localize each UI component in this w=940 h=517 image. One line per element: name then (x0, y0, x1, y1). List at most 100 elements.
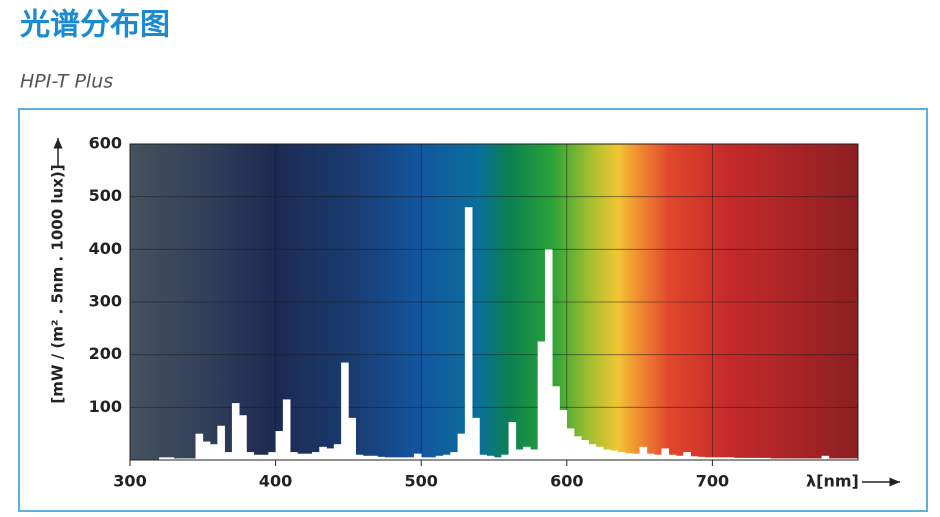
spectrum-bar (290, 452, 298, 460)
spectrum-bar (734, 457, 742, 460)
spectrum-bar (639, 446, 648, 460)
spectrum-bar (625, 453, 633, 460)
spectrum-bar (668, 454, 677, 460)
spectrum-bar (486, 455, 495, 460)
spectrum-bar (821, 455, 830, 460)
spectrum-bar (559, 409, 568, 460)
spectrum-bar (756, 457, 764, 460)
spectrum-bar (850, 458, 859, 460)
spectrum-bar (646, 453, 655, 460)
spectrum-bar (807, 458, 815, 460)
spectrum-bar (392, 457, 400, 460)
spectrum-bar (595, 446, 604, 460)
spectrum-bar (697, 456, 706, 460)
subtitle: HPI-T Plus (20, 71, 113, 93)
spectrum-bar (326, 448, 335, 460)
spectrum-bar (457, 433, 466, 460)
spectrum-bar (799, 458, 808, 460)
spectrum-bar (195, 433, 204, 460)
spectrum-bar (530, 449, 538, 460)
spectrum-bar (683, 452, 691, 460)
spectrum-bar (377, 456, 386, 460)
spectrum-bar (777, 458, 786, 460)
spectrum-bar (210, 444, 218, 460)
spectrum-bar (355, 454, 364, 460)
spectrum-bar (472, 417, 480, 460)
spectrum-bar (712, 457, 720, 460)
x-tick-label: 700 (696, 472, 729, 491)
spectrum-bar (202, 441, 211, 460)
spectrum-bar (603, 449, 611, 460)
y-tick-label: 400 (89, 239, 122, 258)
spectrum-bar (362, 455, 371, 460)
spectrum-bar (661, 448, 670, 460)
spectrum-bar (166, 457, 174, 460)
spectrum-bar (792, 458, 801, 460)
spectrum-bar (450, 452, 458, 460)
spectrum-bar (814, 458, 822, 460)
spectrum-bar (231, 403, 240, 460)
spectrum-bar (217, 425, 225, 460)
spectrum-bar (748, 457, 757, 460)
spectrum-bar (690, 456, 699, 460)
spectrum-bar (443, 454, 451, 460)
spectrum-bar (836, 458, 844, 460)
spectrum-bar (741, 457, 750, 460)
spectrum-bar (581, 439, 589, 460)
x-tick-label: 600 (550, 472, 583, 491)
spectrum-bar (159, 457, 167, 460)
spectrum-bar (479, 454, 488, 460)
spectrum-bar (523, 446, 531, 460)
spectrum-bar (341, 362, 349, 460)
spectrum-bar (676, 455, 684, 460)
spectrum-bar (464, 207, 473, 460)
spectrum-bar (770, 458, 779, 460)
y-tick-label: 500 (89, 186, 122, 205)
y-axis-label: [mW / (m² . 5nm . 1000 lux)] (49, 164, 67, 403)
spectrum-bar (224, 452, 233, 460)
spectrum-bar (333, 444, 342, 460)
spectrum-bar (261, 454, 269, 460)
spectrum-bar (544, 249, 553, 460)
spectrum-bar (574, 436, 582, 460)
spectrum-bar (319, 446, 327, 460)
spectrum-bar (304, 453, 313, 460)
spectrum-bar (384, 457, 393, 460)
spectrum-bar (428, 457, 437, 460)
title: 光谱分布图 (20, 8, 170, 43)
spectrum-bar (370, 455, 378, 460)
spectrum-bar (508, 422, 517, 460)
spectrum-bar (312, 452, 320, 460)
spectrum-bar (537, 341, 546, 460)
x-tick-label: 300 (113, 472, 146, 491)
spectrum-bar (763, 457, 771, 460)
y-tick-label: 200 (89, 344, 122, 363)
spectrum-bar (501, 454, 509, 460)
x-tick-label: 500 (404, 472, 437, 491)
spectrum-bar (726, 457, 735, 460)
spectrum-bar (494, 457, 502, 460)
spectrum-bar (719, 457, 728, 460)
spectrum-bar (246, 452, 255, 460)
x-axis-label: λ[nm] (806, 472, 859, 491)
spectrum-bar (588, 444, 597, 460)
spectrum-bar (413, 453, 422, 460)
y-tick-label: 100 (89, 397, 122, 416)
spectrum-bar (188, 458, 196, 460)
spectrum-bar (399, 457, 407, 460)
spectrum-bar (282, 399, 291, 460)
spectrum-bar (843, 458, 852, 460)
spectrum-bar (705, 457, 713, 460)
spectrum-bar (348, 417, 356, 460)
spectrum-bar (275, 431, 284, 460)
spectrum-bar (610, 450, 619, 460)
spectrum-bar (828, 458, 837, 460)
spectrum-bar (566, 428, 575, 460)
plot-border (129, 143, 859, 461)
spectrum-bar (515, 449, 524, 460)
spectrum-bar (406, 457, 415, 460)
spectrum-bar (421, 457, 429, 460)
spectrum-bar (239, 415, 247, 460)
spectrum-bar (435, 455, 444, 460)
